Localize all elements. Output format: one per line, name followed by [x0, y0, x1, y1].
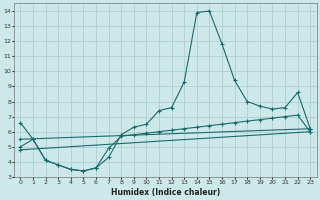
X-axis label: Humidex (Indice chaleur): Humidex (Indice chaleur): [111, 188, 220, 197]
